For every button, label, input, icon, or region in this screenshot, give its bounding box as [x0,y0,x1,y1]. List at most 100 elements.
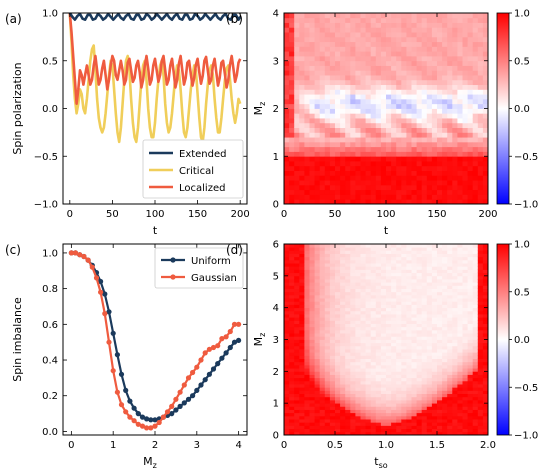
heatmap-cell [365,275,372,280]
heatmap-cell [350,263,356,267]
heatmap-cell [360,323,366,328]
heatmap-cell [386,170,392,176]
heatmap-cell [375,399,382,404]
heatmap-cell [345,393,351,398]
heatmap-cell [416,141,423,148]
heatmap-cell [411,358,417,363]
heatmap-cell [406,269,412,274]
heatmap-cell [370,180,377,186]
heatmap-cell [396,399,402,404]
heatmap-cell [335,51,341,57]
heatmap-cell [365,161,372,167]
heatmap-cell [380,272,387,277]
heatmap-cell [329,108,336,114]
heatmap-cell [447,259,453,264]
heatmap-cell [340,339,346,344]
heatmap-cell [284,17,290,23]
heatmap-cell [340,364,346,369]
heatmap-cell [284,170,290,176]
heatmap-cell [442,41,448,47]
heatmap-cell [375,371,382,375]
heatmap-cell [472,175,479,181]
heatmap-cell [482,336,489,340]
heatmap-cell [401,396,407,401]
heatmap-cell [406,352,412,356]
heatmap-cell [309,317,315,321]
heatmap-cell [442,326,448,331]
heatmap-cell [437,358,443,363]
heatmap-cell [386,310,392,315]
heatmap-cell [457,384,463,388]
colorbar: −1.0−0.50.00.51.0 [496,240,538,442]
heatmap-cell [457,294,463,299]
heatmap-cell [299,84,305,90]
heatmap-cell [294,27,300,33]
heatmap-cell [426,94,433,100]
heatmap-cell [411,403,417,407]
heatmap-cell [467,393,474,398]
heatmap-cell [360,298,366,302]
heatmap-cell [324,377,331,382]
heatmap-cell [335,336,341,340]
heatmap-cell [442,259,448,264]
heatmap-cell [324,409,331,414]
heatmap-cell [350,65,356,71]
heatmap-cell [452,406,458,410]
heatmap-cell [309,329,315,334]
heatmap-cell [396,79,402,86]
heatmap-cell [396,151,402,157]
heatmap-cell [442,122,448,128]
heatmap-cell [380,75,387,81]
heatmap-cell [462,377,468,382]
heatmap-cell [319,415,326,420]
heatmap-cell [477,419,484,423]
heatmap-cell [319,60,326,66]
heatmap-cell [442,304,448,309]
heatmap-cell [375,336,382,340]
heatmap-cell [309,269,315,274]
heatmap-cell [340,161,346,167]
heatmap-cell [467,189,474,195]
heatmap-cell [457,307,463,312]
heatmap-cell [482,41,489,47]
heatmap-cell [472,118,479,124]
heatmap-cell [314,180,321,186]
heatmap-cell [416,412,423,417]
heatmap-cell [482,349,489,353]
heatmap-cell [472,409,479,414]
heatmap-cell [350,146,356,152]
heatmap-cell [442,65,448,71]
heatmap-cell [350,333,356,337]
heatmap-cell [426,412,433,417]
heatmap-cell [329,180,336,186]
heatmap-cell [375,352,382,356]
heatmap-cell [380,156,387,162]
heatmap-cell [380,288,387,293]
heatmap-cell [462,419,468,423]
heatmap-cell [431,269,438,274]
heatmap-cell [391,79,397,86]
heatmap-cell [386,291,392,296]
heatmap-cell [421,349,428,353]
data-point-gaussian [164,409,171,415]
heatmap-cell [482,60,489,66]
heatmap-cell [304,333,310,337]
heatmap-cell [304,250,310,254]
heatmap-cell [431,409,438,414]
heatmap-cell [391,36,397,43]
heatmap-cell [309,250,315,254]
heatmap-cell [401,301,407,305]
heatmap-cell [329,393,336,398]
heatmap-cell [355,409,361,414]
heatmap-cell [284,184,290,191]
heatmap-cell [365,298,372,302]
heatmap-cell [294,132,300,138]
heatmap-cell [467,161,474,167]
heatmap-cell [380,263,387,267]
heatmap-cell [360,310,366,315]
heatmap-cell [452,263,458,267]
heatmap-cell [411,333,417,337]
heatmap-cell [426,259,433,264]
heatmap-cell [421,60,428,66]
heatmap-cell [477,27,484,33]
